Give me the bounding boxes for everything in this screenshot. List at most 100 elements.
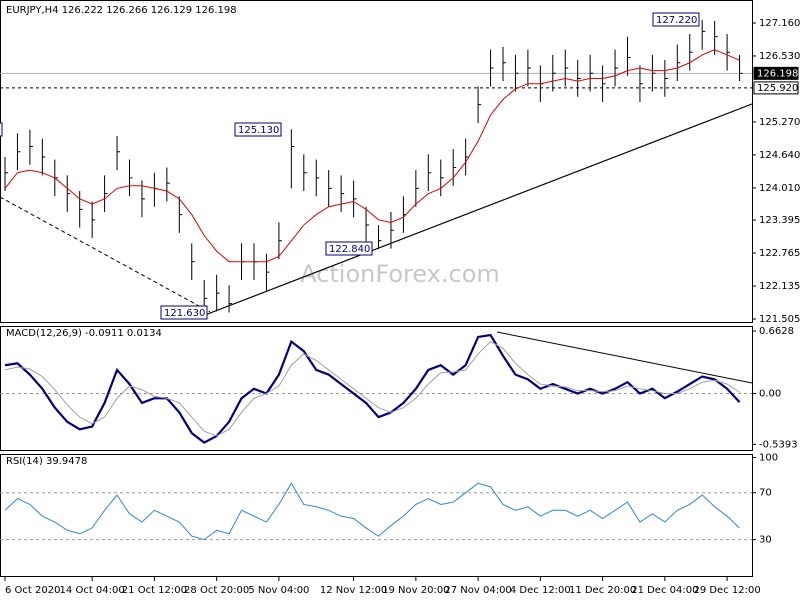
- annotation-box: [0, 122, 3, 137]
- hlc-bar: [228, 285, 233, 313]
- hlc-bar: [353, 180, 357, 218]
- y-tick-label: 70: [759, 488, 772, 499]
- hlc-bar: [514, 54, 519, 92]
- hlc-bar: [278, 222, 282, 260]
- hlc-bar: [627, 36, 631, 76]
- hlc-bar: [602, 65, 606, 103]
- y-tick-label: 0.6628: [759, 326, 794, 337]
- hlc-bar: [676, 44, 681, 82]
- hlc-bar: [29, 129, 33, 165]
- x-tick-label: 14 Oct 04:00: [60, 585, 125, 596]
- hlc-bar: [216, 274, 220, 312]
- hlc-bar: [290, 129, 295, 189]
- hlc-bar: [689, 33, 693, 71]
- hlc-bar: [265, 253, 270, 291]
- x-tick-label: 19 Nov 20:00: [382, 585, 449, 596]
- hlc-bar: [577, 60, 581, 97]
- hlc-bar: [564, 49, 569, 87]
- hlc-bar: [340, 175, 345, 212]
- hlc-bar: [664, 60, 668, 97]
- trend-line: [204, 103, 753, 316]
- x-tick-label: 21 Oct 12:00: [122, 585, 187, 596]
- hlc-bar: [477, 86, 482, 123]
- indicator-line: [4, 482, 740, 541]
- hlc-bar: [465, 138, 469, 176]
- x-tick-label: 6 Oct 2020: [5, 585, 60, 596]
- y-tick-label: 127.160: [759, 18, 800, 29]
- price-panel: [0, 0, 753, 323]
- y-tick-label: 123.395: [759, 215, 800, 226]
- hlc-bar: [191, 243, 195, 281]
- indicator-line: [4, 333, 741, 444]
- x-tick-label: 21 Dec 04:00: [631, 585, 698, 596]
- macd-panel: [0, 326, 753, 451]
- y-tick-label: 30: [759, 535, 772, 546]
- x-tick-label: 29 Dec 12:00: [693, 585, 760, 596]
- y-tick-label: 124.010: [759, 183, 800, 194]
- x-tick-label: 12 Nov 12:00: [320, 585, 387, 596]
- hlc-bar: [328, 170, 332, 207]
- macd-title: MACD(12,26,9) -0.0911 0.0134: [6, 328, 162, 339]
- hlc-bar: [452, 149, 457, 186]
- trend-line: [496, 331, 753, 384]
- hlc-bar: [490, 49, 494, 87]
- hlc-bar: [589, 54, 594, 92]
- hlc-bar: [739, 54, 743, 82]
- hlc-bar: [4, 156, 8, 192]
- y-tick-label: 124.640: [759, 150, 800, 161]
- x-tick-label: 4 Dec 12:00: [510, 585, 571, 596]
- hlc-bar: [141, 180, 145, 218]
- annotation-box: [652, 12, 700, 27]
- chart-title: EURJPY,H4 126.222 126.266 126.129 126.19…: [6, 5, 237, 16]
- annotation-box: [234, 122, 282, 137]
- price-box: [753, 66, 799, 80]
- hlc-bar: [79, 191, 83, 228]
- hlc-bar: [415, 170, 419, 207]
- hlc-bar: [91, 201, 96, 239]
- y-tick-label: -0.5393: [759, 439, 798, 450]
- y-tick-label: 122.765: [759, 248, 800, 259]
- x-tick-label: 27 Nov 04:00: [444, 585, 511, 596]
- rsi-panel: [0, 454, 753, 577]
- hlc-bar: [614, 49, 619, 87]
- hlc-bar: [726, 33, 731, 71]
- annotation: 122.840: [329, 244, 370, 255]
- hlc-bar: [129, 159, 133, 197]
- hlc-bar: [178, 196, 183, 233]
- hlc-bar: [116, 136, 121, 171]
- price-label: 125.920: [757, 83, 798, 94]
- y-tick-label: 122.135: [759, 281, 800, 292]
- y-tick-label: 100: [759, 453, 778, 464]
- hlc-bar: [203, 280, 208, 309]
- hlc-bar: [651, 54, 656, 92]
- watermark: ActionForex.com: [300, 260, 500, 288]
- annotation: 127.220: [656, 15, 697, 26]
- hlc-bar: [41, 138, 46, 176]
- hlc-bar: [104, 175, 108, 212]
- hlc-bar: [639, 65, 643, 103]
- x-tick-label: 11 Dec 20:00: [569, 585, 636, 596]
- hlc-bar: [502, 47, 506, 82]
- hlc-bar: [166, 167, 170, 202]
- annotation-box: [325, 241, 373, 256]
- hlc-bar: [440, 159, 444, 197]
- indicator-line: [4, 49, 740, 263]
- hlc-bar: [315, 159, 320, 197]
- indicator-line: [4, 341, 740, 437]
- price-box: [753, 81, 799, 95]
- y-tick-label: 126.530: [759, 51, 800, 62]
- hlc-bar: [427, 154, 432, 192]
- x-tick-label: 5 Nov 04:00: [248, 585, 309, 596]
- rsi-title: RSI(14) 39.9478: [6, 456, 87, 467]
- price-label: 126.198: [757, 68, 798, 79]
- y-tick-label: 125.270: [759, 117, 800, 128]
- hlc-bar: [390, 211, 394, 249]
- hlc-bar: [527, 49, 531, 87]
- hlc-bar: [16, 133, 21, 171]
- annotation-box: [160, 305, 208, 320]
- y-tick-label: 121.505: [759, 314, 800, 325]
- hlc-bar: [552, 54, 556, 92]
- hlc-bar: [66, 175, 71, 212]
